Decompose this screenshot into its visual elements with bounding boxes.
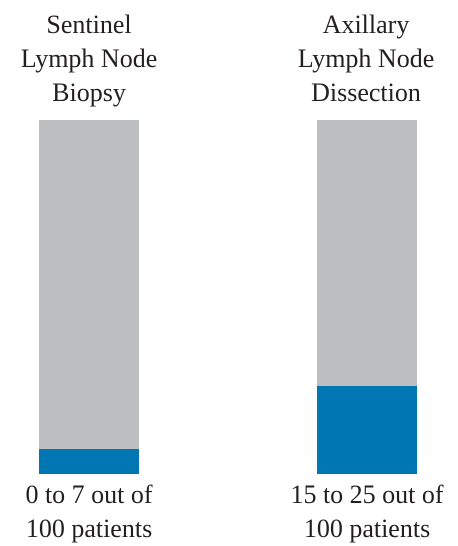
- bar-2-title-line-2: Lymph Node: [297, 44, 435, 73]
- bar-1-title-line-1: Sentinel: [46, 10, 132, 39]
- bar-2-title-line-3: Dissection: [311, 78, 421, 107]
- bar-1-track: [39, 120, 139, 474]
- bar-2-fill: [317, 385, 417, 474]
- bar-2-track: [317, 120, 417, 474]
- bar-1-title-line-3: Biopsy: [52, 78, 126, 107]
- bar-2-caption-line-1: 15 to 25 out of: [290, 480, 444, 509]
- bar-1-caption-line-1: 0 to 7 out of: [25, 480, 153, 509]
- bar-2-title-line-1: Axillary: [322, 10, 410, 39]
- bar-1-title-line-2: Lymph Node: [20, 44, 158, 73]
- bar-2-caption-line-2: 100 patients: [303, 514, 431, 543]
- bar-1-caption-line-2: 100 patients: [25, 514, 153, 543]
- bar-1-fill: [39, 449, 139, 474]
